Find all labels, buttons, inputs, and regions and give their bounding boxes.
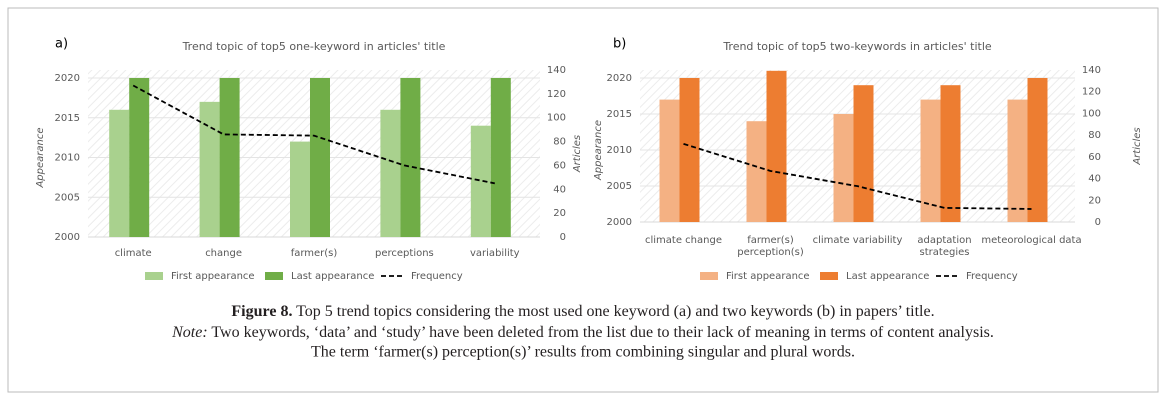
x-tick-label: climate variability bbox=[813, 235, 903, 246]
y-tick-label: 2015 bbox=[55, 113, 80, 124]
y2-tick-label: 20 bbox=[1088, 195, 1101, 206]
bar bbox=[1007, 99, 1028, 222]
bar bbox=[679, 78, 700, 222]
bar bbox=[766, 70, 787, 222]
x-tick-label: climate bbox=[115, 248, 152, 259]
note: Note: Two keywords, ‘data’ and ‘study’ h… bbox=[171, 324, 994, 341]
legend-swatch bbox=[145, 272, 163, 280]
panel-label: b) bbox=[613, 37, 626, 52]
y-tick-label: 2010 bbox=[55, 153, 80, 164]
bar bbox=[109, 109, 130, 237]
y2-tick-label: 0 bbox=[1095, 217, 1101, 228]
legend-label: Last appearance bbox=[846, 271, 929, 282]
y2-tick-label: 60 bbox=[1088, 152, 1101, 163]
y2-tick-label: 80 bbox=[553, 137, 566, 148]
bar bbox=[129, 78, 150, 237]
bar bbox=[199, 101, 220, 237]
legend-label: Last appearance bbox=[291, 271, 374, 282]
y2-tick-label: 40 bbox=[1088, 174, 1101, 185]
legend-label: Frequency bbox=[411, 271, 463, 282]
y2-tick-label: 100 bbox=[547, 113, 566, 124]
legend-label: Frequency bbox=[966, 271, 1018, 282]
bar bbox=[470, 125, 491, 237]
panel-label: a) bbox=[55, 37, 68, 52]
y2-tick-label: 140 bbox=[1082, 65, 1101, 76]
bar bbox=[1027, 78, 1048, 222]
x-tick-label: variability bbox=[470, 248, 520, 259]
bar bbox=[746, 121, 767, 222]
y2-tick-label: 100 bbox=[1082, 108, 1101, 119]
bar bbox=[490, 78, 511, 237]
legend-swatch bbox=[700, 272, 718, 280]
bar bbox=[219, 78, 240, 237]
y2-axis-label: Articles bbox=[572, 135, 583, 173]
bar bbox=[659, 99, 680, 222]
bar bbox=[920, 99, 941, 222]
legend-swatch bbox=[820, 272, 838, 280]
caption-label: Figure 8. bbox=[231, 303, 292, 320]
bar bbox=[290, 141, 310, 237]
y2-tick-label: 0 bbox=[560, 232, 566, 243]
y-axis-label: Appearance bbox=[35, 127, 46, 188]
y2-tick-label: 140 bbox=[547, 65, 566, 76]
chart-title: Trend topic of top5 one-keyword in artic… bbox=[182, 40, 446, 53]
x-tick-label: adaptation strategies bbox=[917, 235, 971, 258]
bar bbox=[380, 109, 401, 237]
charts: a) Trend topic of top5 one-keyword in art… bbox=[35, 37, 1143, 283]
x-tick-label: farmer(s) perception(s) bbox=[737, 235, 804, 258]
caption-text: Top 5 trend topics considering the most … bbox=[292, 303, 934, 320]
y-tick-label: 2020 bbox=[55, 73, 80, 84]
x-tick-label: perceptions bbox=[375, 248, 434, 259]
y-axis-label: Appearance bbox=[593, 120, 604, 181]
x-tick-label: change bbox=[205, 248, 242, 259]
line bbox=[132, 84, 495, 185]
bar bbox=[853, 85, 874, 222]
bar bbox=[940, 85, 961, 222]
note-text: The term ‘farmer(s) perception(s)’ resul… bbox=[311, 344, 855, 361]
y-tick-label: 2010 bbox=[607, 145, 632, 156]
bar bbox=[833, 114, 854, 222]
x-tick-label: meteorological data bbox=[981, 235, 1081, 246]
caption: Figure 8. Top 5 trend topics considering… bbox=[231, 303, 934, 320]
y2-tick-label: 80 bbox=[1088, 130, 1101, 141]
y-tick-label: 2015 bbox=[607, 109, 632, 120]
y-tick-label: 2005 bbox=[55, 192, 80, 203]
y2-tick-label: 60 bbox=[553, 160, 566, 171]
y-tick-label: 2000 bbox=[607, 217, 632, 228]
y2-tick-label: 40 bbox=[553, 184, 566, 195]
y2-tick-label: 120 bbox=[1082, 87, 1101, 98]
y-tick-label: 2000 bbox=[55, 232, 80, 243]
y-tick-label: 2005 bbox=[607, 181, 632, 192]
y2-axis-label: Articles bbox=[1132, 127, 1143, 165]
note-text: Two keywords, ‘data’ and ‘study’ have be… bbox=[208, 324, 994, 341]
x-tick-label: farmer(s) bbox=[291, 248, 338, 259]
y2-tick-label: 20 bbox=[553, 208, 566, 219]
legend-label: First appearance bbox=[171, 271, 255, 282]
chart-title: Trend topic of top5 two-keywords in arti… bbox=[722, 40, 992, 53]
y2-tick-label: 120 bbox=[547, 89, 566, 100]
bar bbox=[400, 78, 421, 237]
line bbox=[683, 142, 1032, 210]
y-tick-label: 2020 bbox=[607, 73, 632, 84]
note-label: Note: bbox=[171, 324, 208, 341]
frame bbox=[7, 7, 1159, 393]
bar bbox=[310, 78, 330, 237]
x-tick-label: climate change bbox=[645, 235, 722, 246]
legend-label: First appearance bbox=[726, 271, 810, 282]
legend-swatch bbox=[265, 272, 283, 280]
